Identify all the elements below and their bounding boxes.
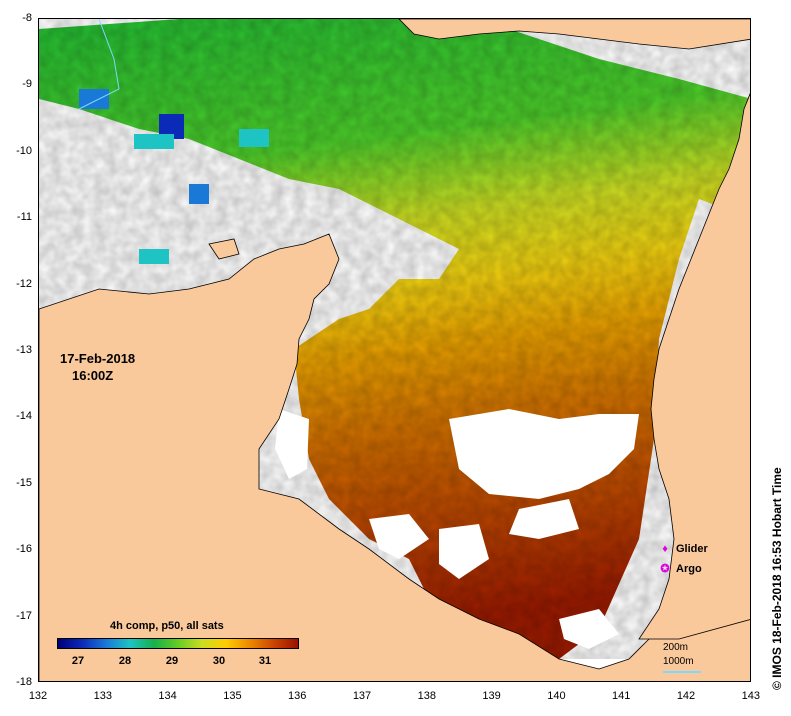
depth-200-label: 200m — [663, 642, 689, 653]
glider-label: Glider — [676, 543, 708, 555]
glider-icon: ♦ — [662, 543, 668, 555]
lat-tick-label: -9 — [22, 78, 32, 91]
land-arnhem — [39, 233, 750, 681]
lon-tick-label: 142 — [676, 690, 696, 702]
time-text: 16:00Z — [72, 368, 114, 383]
cool-patches — [79, 89, 269, 264]
lat-tick-label: -8 — [22, 12, 32, 24]
argo-icon: ✪ — [660, 563, 670, 575]
land-island-1 — [208, 238, 240, 260]
argo-label: Argo — [676, 563, 702, 575]
lat-tick-label: -10 — [16, 144, 32, 157]
sst-texture — [39, 19, 750, 659]
lon-tick-label: 135 — [223, 690, 242, 702]
lat-tick-label: -14 — [16, 410, 32, 423]
lon-tick-label: 139 — [482, 690, 501, 702]
lat-tick-label: -16 — [16, 543, 32, 556]
legend-title: 4h comp, p50, all sats — [110, 620, 224, 632]
land — [39, 19, 750, 681]
lat-tick-label: -17 — [16, 609, 32, 622]
map-canvas — [39, 19, 750, 681]
lat-tick-label: -18 — [16, 676, 32, 688]
lon-tick-label: 143 — [741, 690, 760, 702]
colorbar-tick-label: 31 — [258, 655, 272, 667]
colorbar — [57, 638, 299, 649]
glider-legend: ♦ Glider — [660, 543, 708, 555]
cloud-gaps — [275, 409, 639, 649]
lon-tick-label: 134 — [158, 690, 177, 702]
land-cape-york — [638, 92, 750, 640]
lon-tick-label: 140 — [547, 690, 566, 702]
depth-1000-label: 1000m — [663, 656, 694, 667]
colorbar-tick-label: 29 — [165, 655, 179, 667]
colorbar-tick-label: 27 — [71, 655, 85, 667]
colorbar-tick-label: 30 — [212, 655, 226, 667]
credit-text: © IMOS 18-Feb-2018 16:53 Hobart Time — [770, 467, 784, 690]
argo-legend: ✪ Argo — [660, 562, 702, 575]
sst-map — [38, 18, 751, 682]
river-line — [78, 19, 120, 110]
lon-tick-label: 133 — [93, 690, 112, 702]
lat-tick-label: -15 — [16, 476, 32, 489]
lon-tick-label: 132 — [28, 690, 48, 702]
date-text: 17-Feb-2018 — [60, 351, 136, 366]
depth-scale: 200m 1000m — [663, 641, 701, 673]
lon-tick-label: 138 — [417, 690, 436, 702]
lat-tick-label: -12 — [16, 277, 32, 290]
lat-tick-label: -13 — [16, 344, 32, 356]
lat-tick-label: -11 — [16, 211, 32, 224]
colorbar-tick-label: 28 — [118, 655, 132, 667]
lon-tick-label: 136 — [288, 690, 307, 702]
date-stamp: 17-Feb-2018 16:00Z — [60, 350, 135, 384]
depth-line-sample — [663, 671, 701, 673]
land-new-guinea — [398, 19, 750, 50]
lon-tick-label: 137 — [352, 690, 372, 702]
lon-tick-label: 141 — [612, 690, 631, 702]
